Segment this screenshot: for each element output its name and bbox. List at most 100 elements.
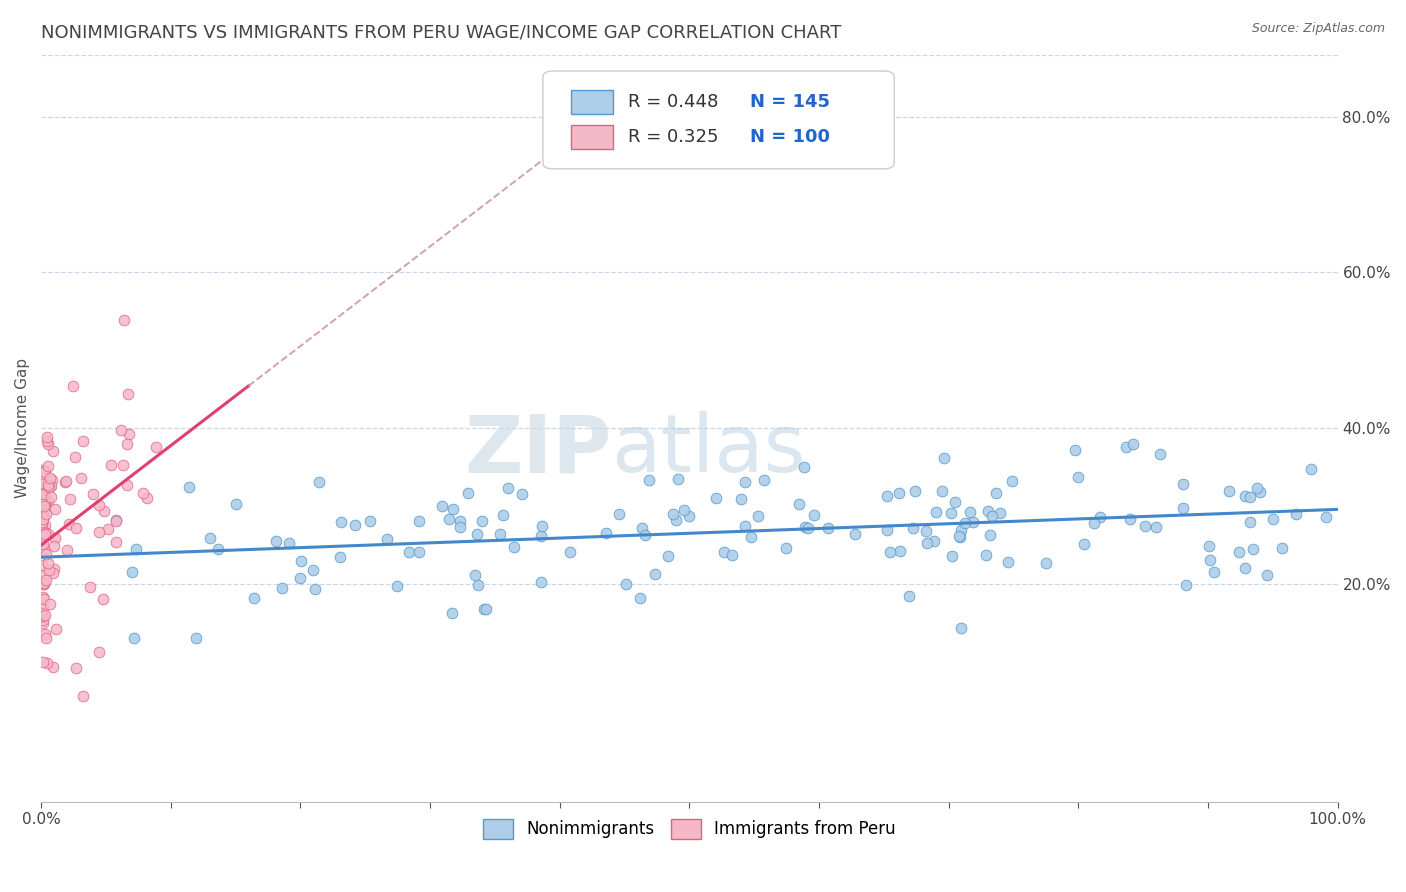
- Point: [628, 591, 651, 606]
- Point: [754, 473, 776, 487]
- Point: [664, 513, 686, 527]
- Point: [329, 515, 352, 529]
- Point: [32, 616, 55, 631]
- Point: [104, 535, 127, 549]
- Point: [31, 655, 53, 669]
- Point: [34, 466, 56, 480]
- Point: [673, 503, 696, 517]
- Point: [1073, 537, 1095, 551]
- Point: [488, 527, 510, 541]
- Point: [430, 499, 453, 513]
- Point: [797, 521, 820, 535]
- Point: [997, 555, 1019, 569]
- Point: [69, 470, 91, 484]
- Point: [475, 602, 498, 616]
- Point: [1271, 541, 1294, 556]
- Point: [449, 519, 471, 533]
- Point: [375, 532, 398, 546]
- Point: [32, 500, 55, 514]
- Point: [1067, 470, 1090, 484]
- Point: [949, 523, 972, 537]
- Point: [1204, 565, 1226, 579]
- Point: [457, 486, 479, 500]
- Point: [1122, 436, 1144, 450]
- Point: [177, 480, 200, 494]
- Point: [32, 485, 55, 500]
- Point: [105, 514, 128, 528]
- FancyBboxPatch shape: [543, 71, 894, 169]
- Point: [1171, 500, 1194, 515]
- Point: [100, 458, 122, 472]
- Point: [34, 498, 56, 512]
- Point: [644, 567, 666, 582]
- Point: [32, 541, 55, 556]
- Point: [115, 437, 138, 451]
- Point: [41, 490, 63, 504]
- Point: [37, 430, 59, 444]
- Point: [32, 590, 55, 604]
- Point: [278, 535, 301, 549]
- Point: [65, 661, 87, 675]
- Point: [63, 450, 86, 464]
- Point: [925, 505, 948, 519]
- Point: [31, 517, 53, 532]
- Point: [408, 545, 430, 559]
- Point: [607, 508, 630, 522]
- Point: [904, 483, 927, 498]
- Point: [41, 473, 63, 487]
- Point: [72, 434, 94, 449]
- Point: [39, 479, 62, 493]
- Text: R = 0.325: R = 0.325: [628, 128, 718, 145]
- Point: [1241, 541, 1264, 556]
- Point: [1218, 483, 1240, 498]
- Point: [30, 606, 52, 620]
- Point: [931, 483, 953, 498]
- Point: [1249, 485, 1271, 500]
- Point: [898, 590, 921, 604]
- Point: [398, 545, 420, 559]
- Point: [34, 608, 56, 623]
- Point: [943, 494, 966, 508]
- Point: [35, 656, 58, 670]
- Point: [93, 504, 115, 518]
- Point: [530, 529, 553, 543]
- Point: [32, 608, 55, 623]
- Point: [89, 645, 111, 659]
- Point: [270, 581, 292, 595]
- Point: [503, 540, 526, 554]
- Point: [35, 573, 58, 587]
- Point: [200, 531, 222, 545]
- Point: [939, 506, 962, 520]
- Point: [31, 463, 53, 477]
- Point: [474, 601, 496, 615]
- Point: [787, 497, 810, 511]
- Point: [37, 477, 59, 491]
- Point: [713, 545, 735, 559]
- Point: [35, 631, 58, 645]
- Point: [38, 563, 60, 577]
- Point: [31, 511, 53, 525]
- Text: NONIMMIGRANTS VS IMMIGRANTS FROM PERU WAGE/INCOME GAP CORRELATION CHART: NONIMMIGRANTS VS IMMIGRANTS FROM PERU WA…: [41, 24, 841, 42]
- Point: [1256, 567, 1278, 582]
- Point: [42, 566, 65, 580]
- Point: [31, 510, 53, 524]
- Point: [986, 486, 1008, 500]
- Point: [344, 518, 367, 533]
- Point: [793, 460, 815, 475]
- Point: [34, 517, 56, 532]
- Point: [34, 527, 56, 541]
- Point: [467, 578, 489, 592]
- Point: [1000, 474, 1022, 488]
- Point: [34, 464, 56, 478]
- Point: [37, 434, 59, 448]
- Point: [290, 554, 312, 568]
- Point: [37, 436, 59, 450]
- Point: [471, 514, 494, 528]
- Point: [207, 541, 229, 556]
- Point: [38, 480, 60, 494]
- Point: [492, 508, 515, 522]
- Point: [979, 528, 1001, 542]
- Point: [58, 517, 80, 532]
- Point: [62, 378, 84, 392]
- Point: [121, 565, 143, 579]
